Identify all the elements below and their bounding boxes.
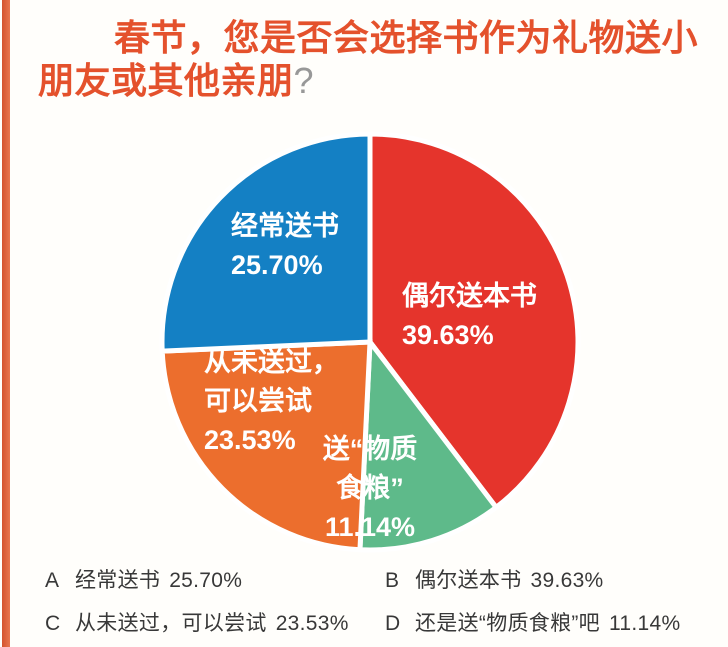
legend: A 经常送书 25.70% B 偶尔送本书 39.63% C 从未送过，可以尝试 23.53… — [45, 564, 715, 637]
pie-label-occasionally-give-book: 偶尔送本书 39.63% — [402, 281, 537, 350]
legend-pct-d: 11.14% — [609, 612, 681, 635]
page-title: 春节，您是否会选择书作为礼物送小 朋友或其他亲朋? — [38, 16, 720, 102]
legend-pct-a: 25.70% — [169, 569, 243, 592]
pie-slice-often-give-books — [159, 131, 373, 354]
legend-key-d: D — [385, 612, 401, 635]
legend-pct-b: 39.63% — [530, 569, 604, 592]
page-title-line2: 朋友或其他亲朋? — [38, 60, 315, 101]
legend-item-b: B 偶尔送本书 39.63% — [385, 564, 715, 594]
pie-label-material-food-instead: 送“物质 食粮” 11.14% — [322, 434, 418, 542]
legend-key-b: B — [385, 569, 400, 592]
legend-item-d: D 还是送“物质食粮”吧 11.14% — [385, 607, 715, 637]
legend-key-a: A — [45, 569, 60, 592]
legend-label-a: 经常送书 — [75, 569, 161, 592]
pie-slice-never-sent-could-try — [159, 339, 373, 553]
question-mark: ? — [293, 60, 315, 101]
left-accent-bar — [2, 0, 10, 647]
legend-label-c: 从未送过，可以尝试 — [75, 612, 267, 635]
legend-key-c: C — [45, 612, 61, 635]
legend-pct-c: 23.53% — [275, 612, 349, 635]
legend-item-a: A 经常送书 25.70% — [45, 564, 385, 594]
pie-label-often-give-books: 经常送书 25.70% — [231, 211, 339, 280]
legend-item-c: C 从未送过，可以尝试 23.53% — [45, 607, 385, 637]
pie-slice-occasionally-give-book — [367, 131, 581, 511]
pie-label-never-sent-could-try: 从未送过， 可以尝试 23.53% — [204, 347, 339, 455]
pie-slice-material-food-instead — [357, 335, 500, 553]
legend-label-b: 偶尔送本书 — [415, 569, 522, 592]
page-title-line1: 春节，您是否会选择书作为礼物送小 — [114, 17, 699, 58]
legend-label-d: 还是送“物质食粮”吧 — [415, 612, 600, 635]
